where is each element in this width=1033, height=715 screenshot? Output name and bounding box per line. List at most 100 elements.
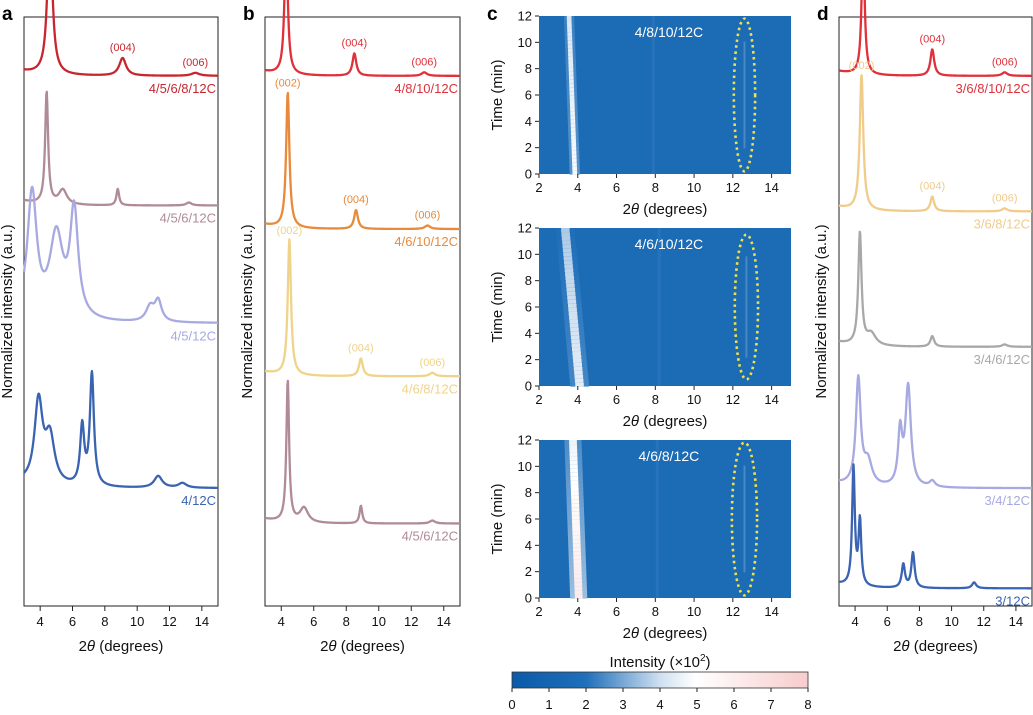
y-tick-label: 4 <box>525 326 532 341</box>
peak-band-core <box>570 483 579 488</box>
peak-band-core <box>567 35 573 41</box>
y-axis-title: Time (min) <box>489 271 506 342</box>
peak-label: (004) <box>919 33 945 45</box>
peak-band-core <box>565 279 575 284</box>
peak-band-core <box>571 491 579 496</box>
peak-band-core <box>572 162 577 167</box>
peak-label: (004) <box>348 343 374 355</box>
x-tick-label: 6 <box>884 614 891 629</box>
peak-band-core <box>569 79 574 84</box>
peak-band-core <box>572 354 582 359</box>
y-tick-label: 6 <box>525 512 532 527</box>
x-tick-label: 6 <box>613 180 620 195</box>
peak-label: (004) <box>343 194 369 206</box>
colorbar-tick-label: 0 <box>508 697 515 712</box>
x-tick-label: 6 <box>613 604 620 619</box>
peak-band-core <box>571 134 576 140</box>
peak-band-core <box>572 170 578 175</box>
peak-band-core <box>574 582 583 587</box>
x-tick-label: 14 <box>437 614 451 629</box>
panel-d-plot: 4 6 8 10 12 14 2θ (degrees) Normalized intensit… <box>813 0 1033 655</box>
heatmap-title: 4/6/10/12C <box>635 236 704 252</box>
peak-band-core <box>572 158 577 163</box>
peak-band-core <box>573 554 582 560</box>
peak-band-core <box>568 63 574 68</box>
peak-band-core <box>569 91 575 96</box>
peak-band-core <box>570 326 579 332</box>
x-tick-label: 14 <box>195 614 209 629</box>
y-tick-label: 10 <box>518 459 532 474</box>
peak-band-core <box>567 23 572 29</box>
x-tick-label: 2 <box>535 392 542 407</box>
y-tick-label: 0 <box>525 167 532 182</box>
peak-band-core <box>572 538 581 544</box>
y-tick-label: 10 <box>518 35 532 50</box>
x-tick-label: 10 <box>944 614 958 629</box>
peak-band-core <box>569 87 575 92</box>
peak-band-core <box>572 534 581 540</box>
y-axis-title: Time (min) <box>489 59 506 130</box>
y-tick-label: 10 <box>518 247 532 262</box>
peak-band-core <box>571 342 581 348</box>
peak-band-core <box>570 475 579 481</box>
peak-band-core <box>574 374 584 379</box>
peak-band-core <box>570 471 579 477</box>
x-tick-label: 12 <box>977 614 991 629</box>
series-label: 4/12C <box>181 493 216 508</box>
plot-frame <box>264 16 461 607</box>
x-tick-label: 8 <box>343 614 350 629</box>
series-label: 3/6/8/12C <box>974 216 1030 231</box>
series-line-4/5/6/12C <box>264 379 461 525</box>
y-tick-label: 2 <box>525 564 532 579</box>
y-tick-label: 4 <box>525 538 532 553</box>
series-label: 4/6/10/12C <box>394 234 458 249</box>
peak-band-core <box>574 594 583 599</box>
peak-label: (006) <box>411 56 437 68</box>
peak-band-core <box>571 150 577 155</box>
colorbar-tick-label: 3 <box>619 697 626 712</box>
peak-band-core <box>574 370 583 375</box>
x-axis-title: 2θ (degrees) <box>623 625 708 642</box>
peak-band-core <box>571 503 580 508</box>
x-tick-label: 4 <box>574 392 581 407</box>
colorbar-label: Intensity (×102) <box>609 653 710 671</box>
panel-letter-d: d <box>817 4 829 25</box>
series-line-4/8/10/12C <box>264 0 461 77</box>
peak-band-core <box>563 255 573 261</box>
series-label: 3/4/12C <box>984 493 1030 508</box>
peak-band-core <box>570 467 578 473</box>
peak-band-core <box>567 299 577 304</box>
y-tick-label: 2 <box>525 140 532 155</box>
y-tick-label: 0 <box>525 379 532 394</box>
peak-band-core <box>564 267 574 273</box>
peak-band-core <box>567 47 573 53</box>
peak-band-core <box>570 106 575 112</box>
peak-band-core <box>570 118 576 124</box>
peak-band-core <box>563 259 573 265</box>
peak-band-core <box>569 451 578 457</box>
peak-band-core <box>572 166 577 171</box>
x-tick-label: 10 <box>687 392 701 407</box>
x-axis-title: 2θ (degrees) <box>79 638 164 655</box>
peak-band-core <box>573 546 581 552</box>
peak-band-core <box>570 487 579 492</box>
peak-band-core <box>573 570 582 575</box>
panel-a-plot: 4 6 8 10 12 14 2θ (degrees) Normalized intensit… <box>0 0 219 655</box>
y-tick-label: 8 <box>525 485 532 500</box>
x-tick-label: 12 <box>726 604 740 619</box>
peak-band-core <box>574 590 583 595</box>
colorbar: Intensity (×102) 0 1 2 3 4 5 6 7 8 <box>508 653 811 712</box>
x-tick-label: 12 <box>726 180 740 195</box>
peak-band-core <box>568 55 573 61</box>
y-axis-title: Normalized intensity (a.u.) <box>0 224 16 398</box>
colorbar-gradient <box>511 671 809 689</box>
peak-label: (006) <box>415 210 441 222</box>
x-tick-label: 12 <box>726 392 740 407</box>
x-tick-label: 14 <box>1009 614 1023 629</box>
peak-band-core <box>567 31 573 37</box>
x-tick-label: 2 <box>535 180 542 195</box>
peak-band-core <box>566 287 576 292</box>
y-tick-label: 8 <box>525 61 532 76</box>
